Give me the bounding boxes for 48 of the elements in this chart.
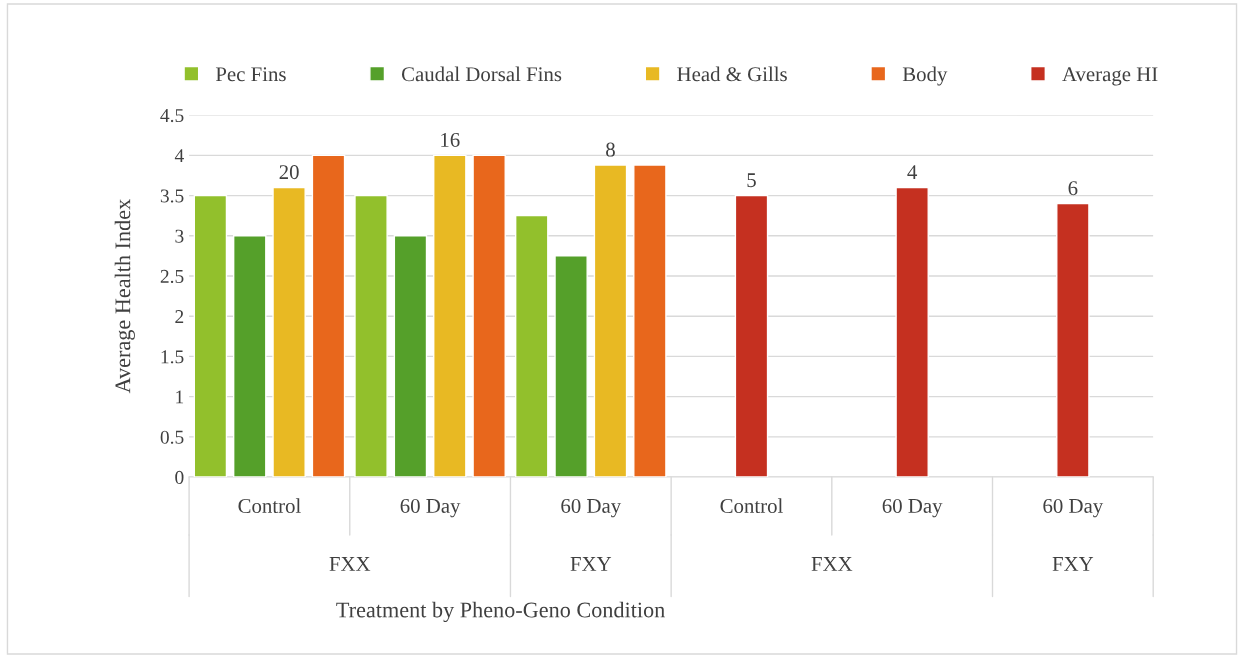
annotation: 4 [907,165,918,179]
x-tick-label: 60 Day [1043,498,1104,518]
y-tick-label: 3.5 [160,189,184,203]
legend-label: Head & Gills [677,66,787,82]
annotation: 5 [747,173,756,188]
bar [895,186,929,478]
legend-label: Caudal Dorsal Fins [401,66,562,82]
bar [593,164,628,478]
annotation: 20 [279,165,299,180]
legend-label: Average HI [1062,67,1158,86]
text: FXY [1052,557,1094,571]
y-tick-label: 2.5 [160,269,184,284]
y-tick-label: 1.5 [161,350,184,364]
annotation: 6 [1068,181,1078,196]
bar [633,164,667,478]
text: FXX [811,557,853,571]
y-tick-label: 0.5 [160,430,184,444]
bar [193,194,228,478]
y-tick-label: 2 [175,310,184,323]
y-axis-title: Average Health Index [114,199,135,394]
bar [472,154,506,478]
bar [272,186,306,478]
bar [433,154,467,478]
legend-label: Body [902,66,948,86]
x-tick-label: Control [238,498,301,514]
text: FXY [570,557,612,571]
bar [311,154,346,478]
bar [514,214,549,478]
y-tick-label: 1 [176,390,184,404]
bar [734,194,769,478]
bar [1056,202,1090,478]
bar [554,255,588,478]
bar [354,194,388,478]
bar [393,235,428,478]
y-tick-label: 0 [175,470,184,484]
x-tick-label: 60 Day [882,498,943,518]
y-tick-label: 3 [175,229,184,243]
text: FXX [329,557,371,571]
annotation: 8 [606,142,615,157]
x-tick-label: 60 Day [561,498,622,518]
y-tick-label: 4.5 [160,109,184,123]
y-tick-label: 4 [174,149,184,163]
bar [232,235,267,478]
x-tick-label: 60 Day [400,498,461,518]
x-tick-label: Control [720,498,783,514]
legend-label: Pec Fins [215,67,286,82]
x-axis-title: Treatment by Pheno-Geno Condition [336,601,665,623]
annotation: 16 [441,132,460,147]
